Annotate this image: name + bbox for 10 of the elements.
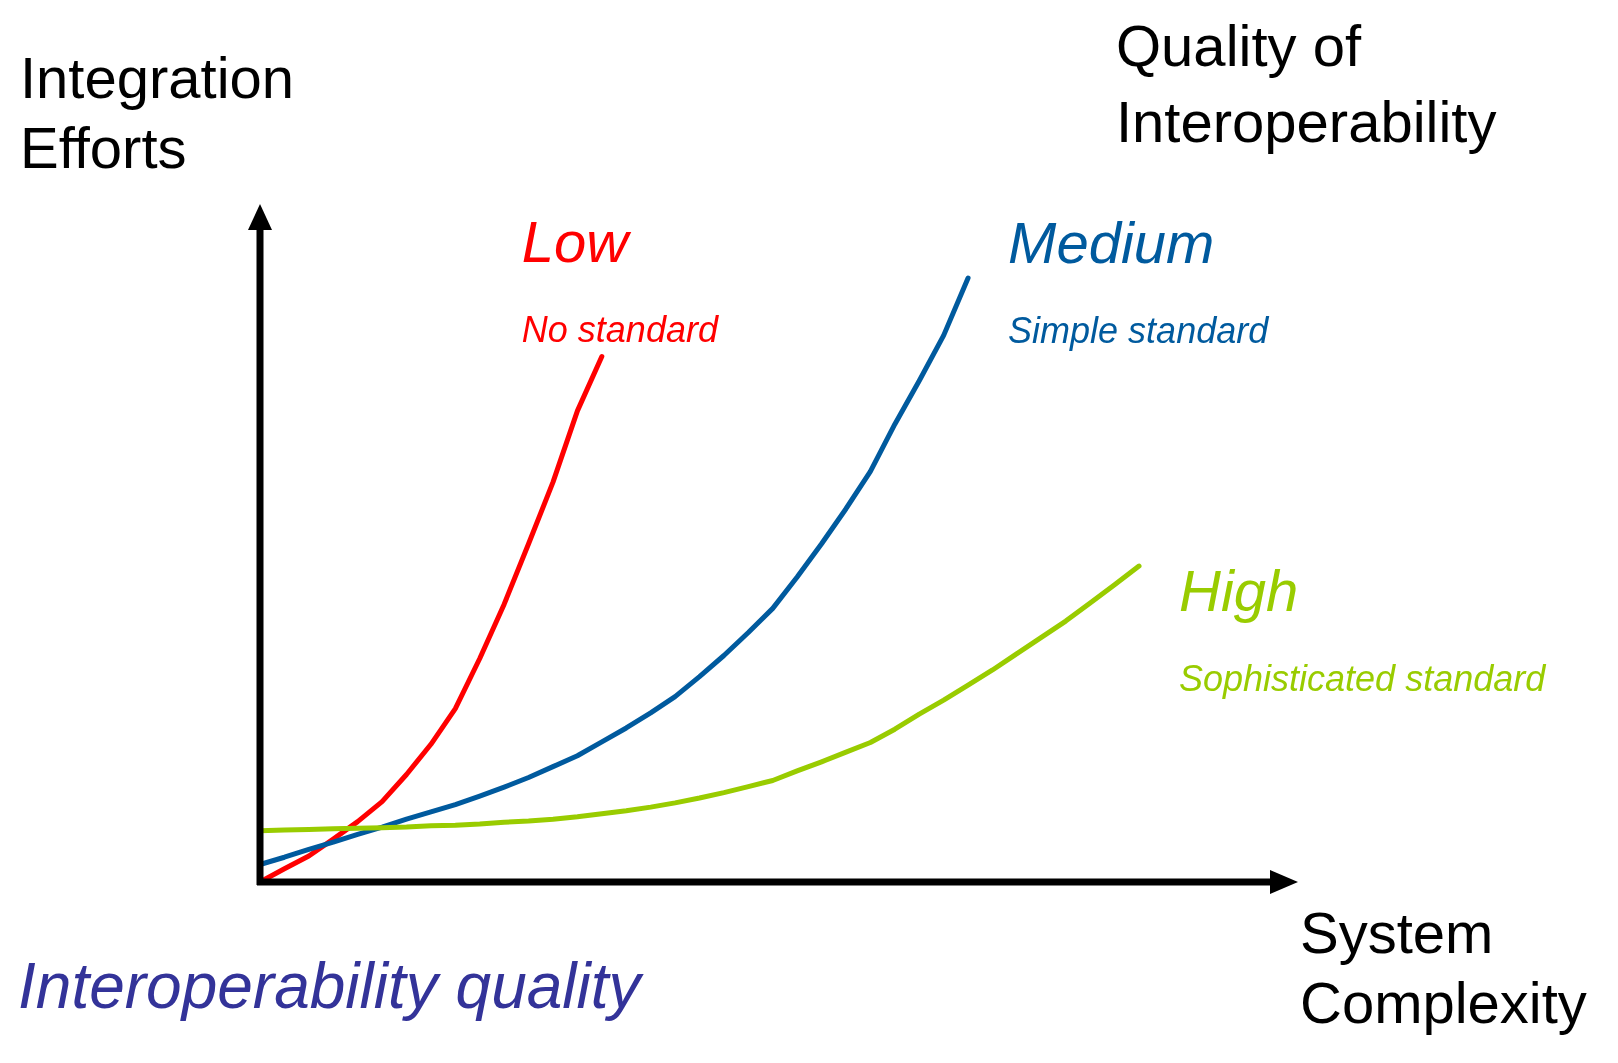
series-label: Medium xyxy=(1008,210,1215,275)
legend-title: Quality of Interoperability xyxy=(1116,13,1497,154)
x-axis-title: System Complexity xyxy=(1300,900,1587,1035)
annotation: No standard xyxy=(521,308,719,350)
y-axis-title: Integration Efforts xyxy=(20,45,295,180)
text: Interoperability quality xyxy=(18,950,645,1022)
annotation: Simple standard xyxy=(1008,310,1270,351)
series-label: Low xyxy=(521,208,632,274)
series-label: High xyxy=(1179,558,1299,624)
text: Sophisticated standard xyxy=(1179,658,1547,700)
